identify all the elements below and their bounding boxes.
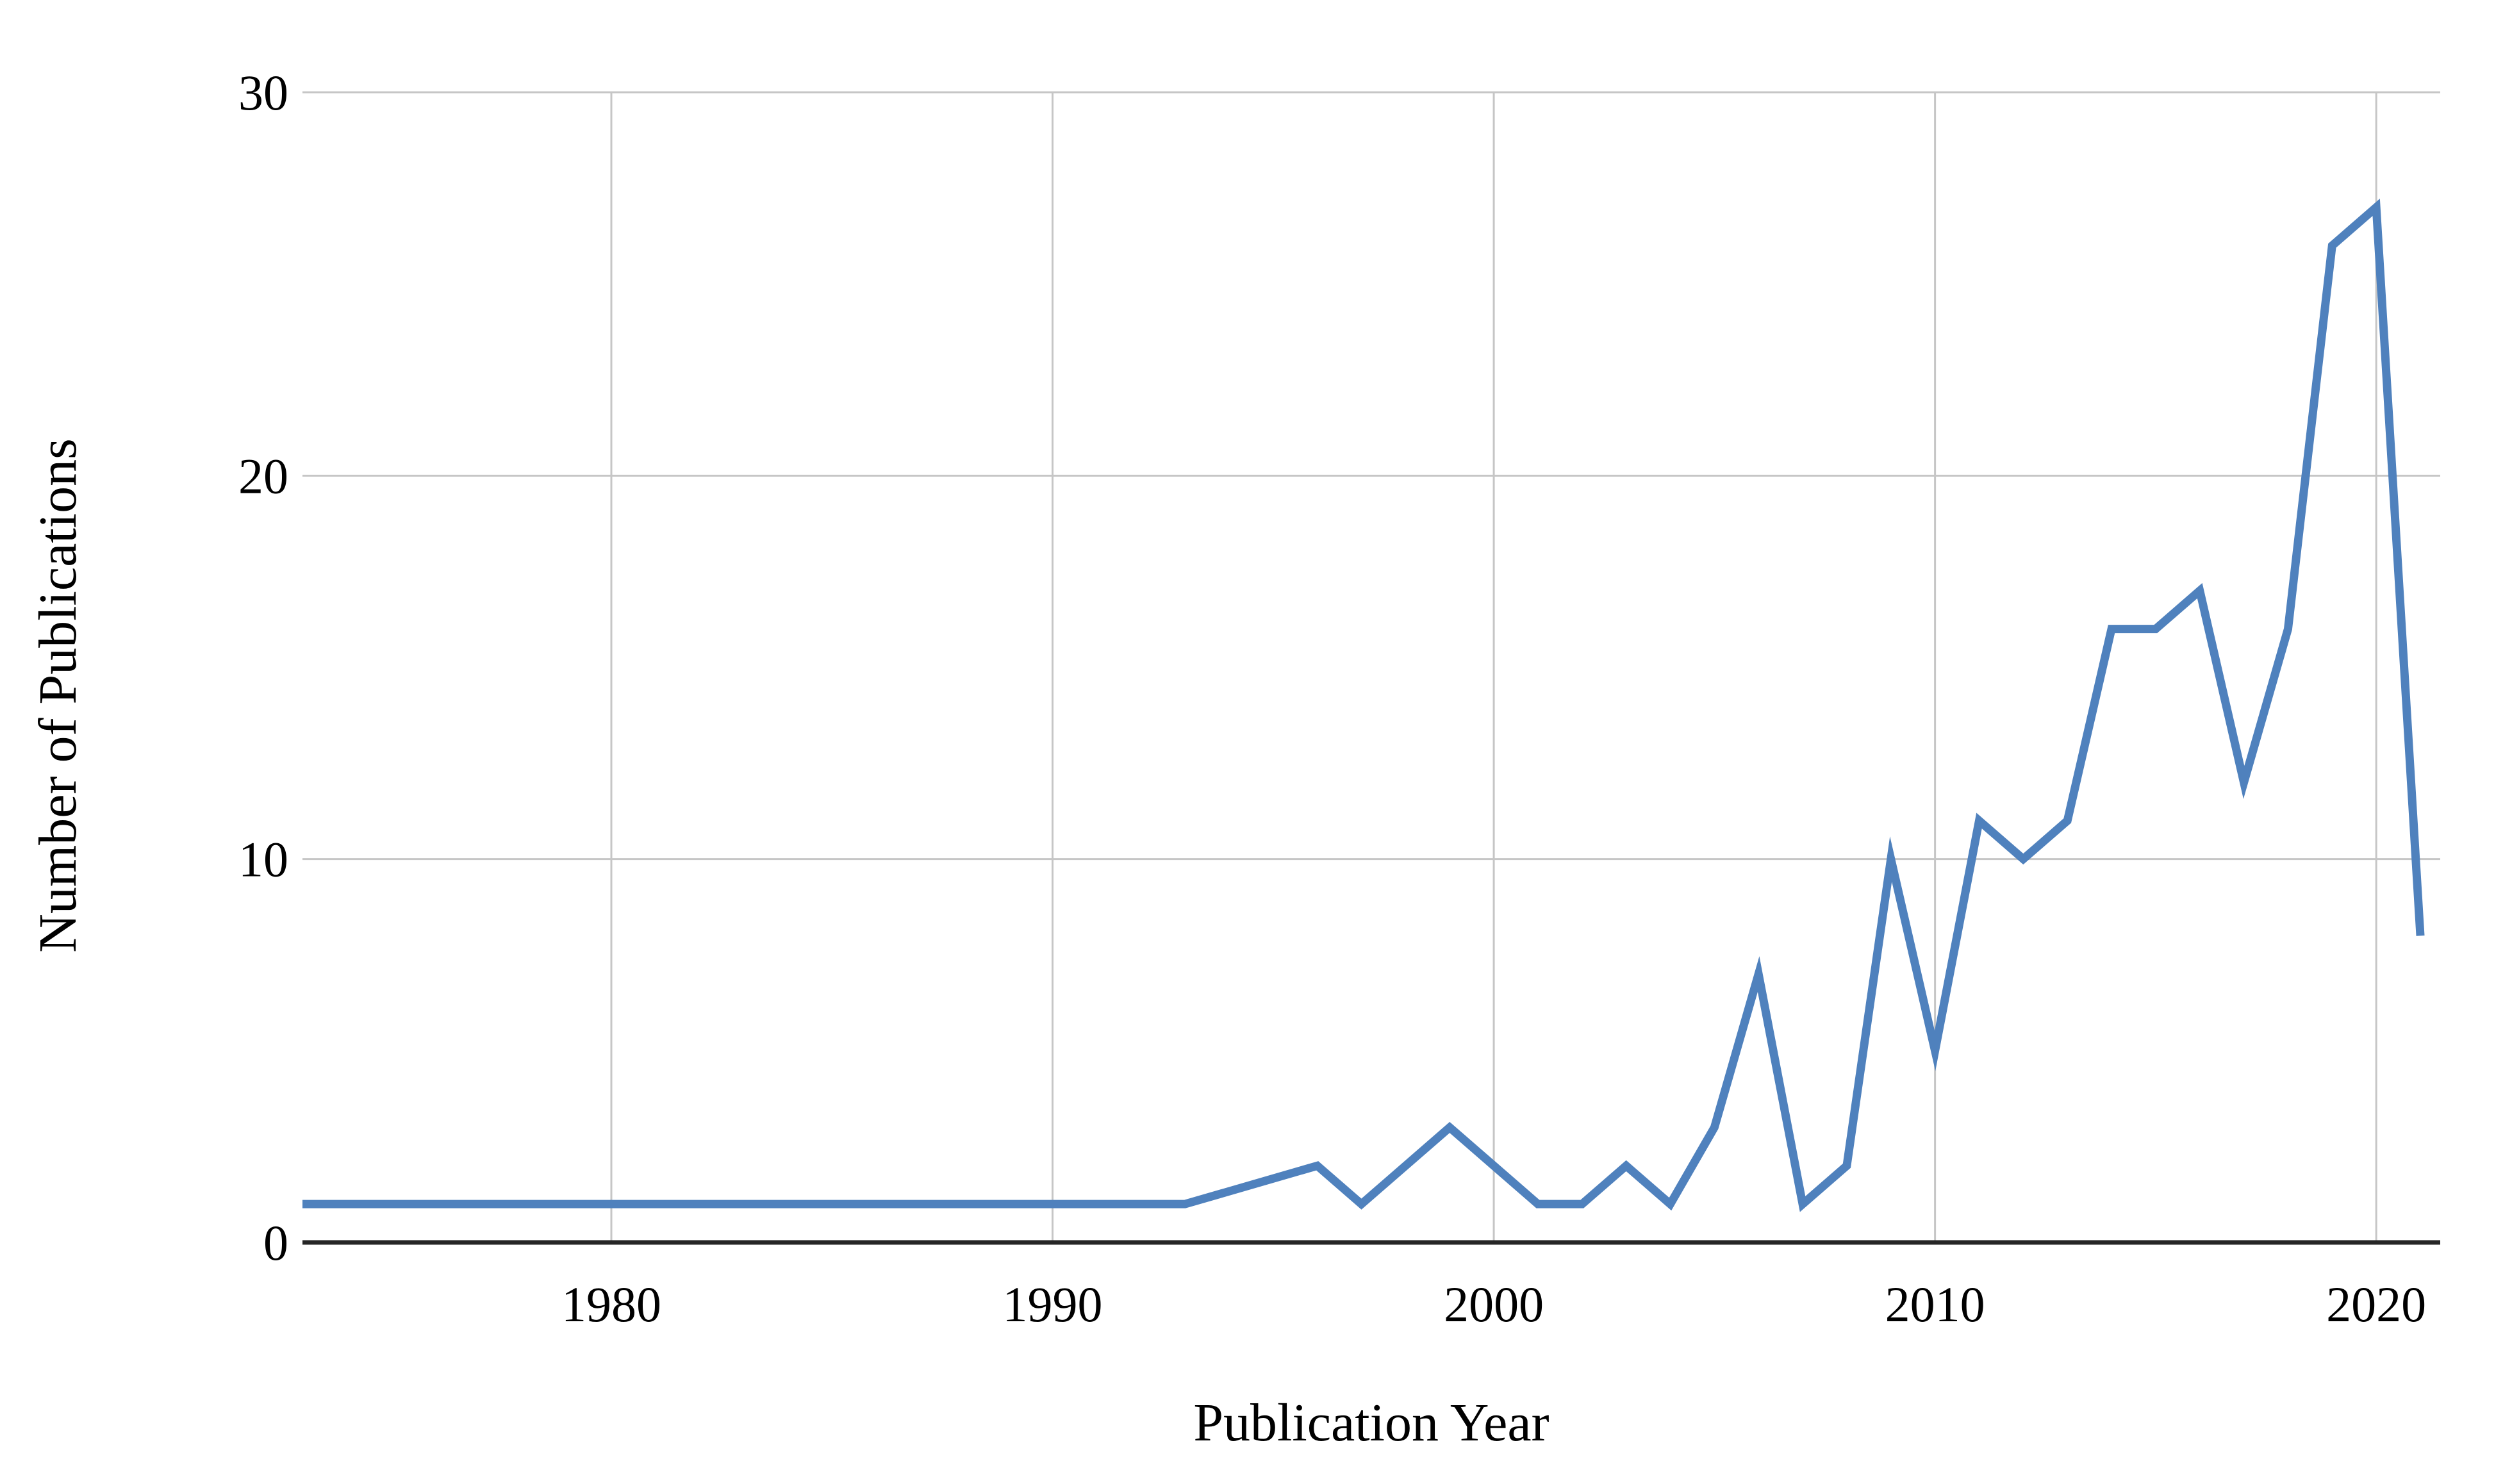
y-axis-tick-labels: 0 10 20 30 xyxy=(238,65,288,1271)
y-tick-label-20: 20 xyxy=(238,448,288,504)
x-axis-title: Publication Year xyxy=(1193,1393,1549,1453)
y-tick-label-10: 10 xyxy=(238,832,288,887)
y-axis-title: Number of Publications xyxy=(28,438,88,953)
x-tick-label-1980: 1980 xyxy=(561,1276,661,1332)
x-tick-label-1990: 1990 xyxy=(1003,1276,1103,1332)
publications-data-line xyxy=(302,198,2425,1212)
x-axis-tick-labels: 1980 1990 2000 2010 2020 xyxy=(561,1276,2426,1332)
vertical-gridlines xyxy=(610,92,2377,1242)
y-tick-label-30: 30 xyxy=(238,65,288,120)
horizontal-gridlines xyxy=(302,91,2440,861)
y-tick-label-0: 0 xyxy=(263,1215,288,1271)
x-tick-label-2010: 2010 xyxy=(1885,1276,1985,1332)
x-tick-label-2020: 2020 xyxy=(2326,1276,2426,1332)
x-tick-label-2000: 2000 xyxy=(1444,1276,1544,1332)
